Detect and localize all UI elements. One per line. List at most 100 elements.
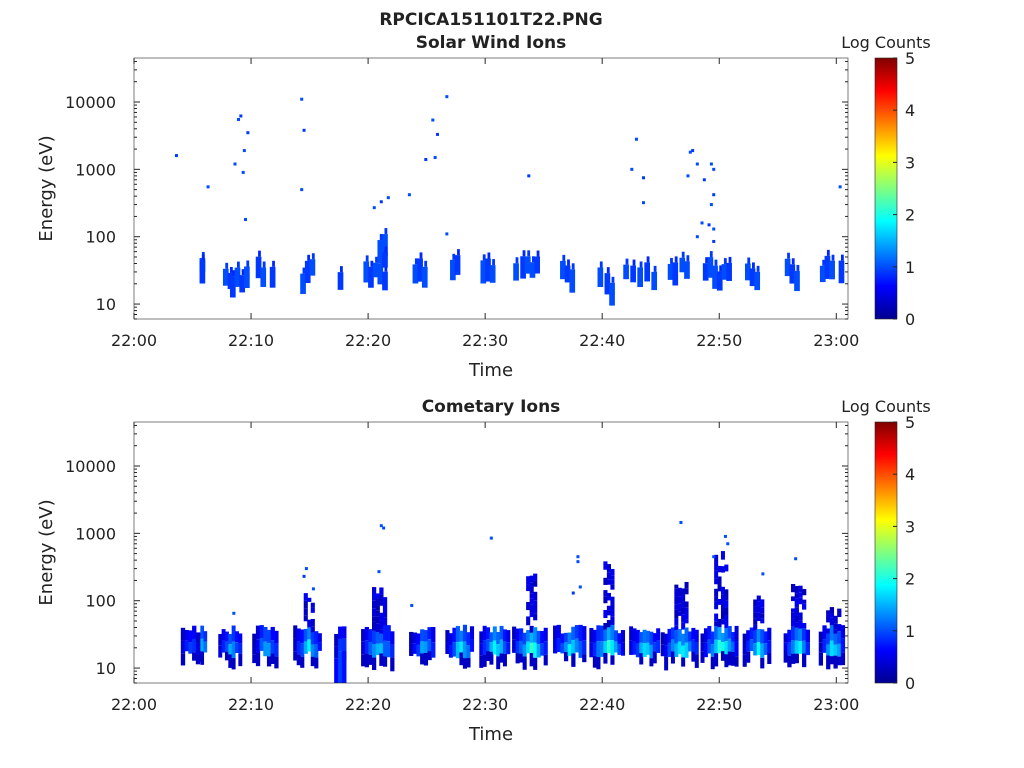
figure-suptitle: RPCICA151101T22.PNG: [379, 10, 602, 30]
data-cell: [266, 656, 272, 667]
colorbar-tick-label: 4: [905, 465, 915, 484]
data-cell: [712, 265, 718, 289]
data-cell: [646, 642, 651, 655]
data-cell: [529, 262, 536, 278]
data-cell: [664, 645, 669, 657]
data-cell: [522, 250, 526, 257]
data-cell: [377, 263, 384, 285]
data-cell: [790, 640, 796, 654]
data-cell: [700, 651, 705, 663]
data-cell: [649, 631, 654, 645]
data-cell: [724, 595, 729, 601]
data-cell: [309, 259, 316, 276]
data-cell: [610, 640, 615, 656]
data-cell: [412, 632, 418, 644]
data-cell: [635, 643, 640, 658]
data-cell: [338, 626, 343, 639]
data-cell: [684, 612, 689, 620]
data-cell: [529, 604, 534, 613]
x-tick-label: 22:40: [579, 695, 625, 714]
data-cell: [225, 262, 229, 269]
data-cell: [606, 605, 611, 611]
data-cell: [639, 261, 643, 268]
data-cell: [724, 641, 729, 655]
data-cell: [412, 643, 418, 654]
data-cell: [756, 265, 760, 272]
data-cell: [188, 630, 193, 643]
data-cell: [767, 627, 772, 641]
data-cell: [192, 625, 197, 639]
data-cell: [700, 633, 705, 643]
data-cell: [652, 633, 657, 643]
data-cell: [526, 602, 531, 611]
data-cell: [629, 640, 634, 655]
data-cell: [826, 633, 831, 645]
data-point: [838, 185, 842, 189]
data-cell: [707, 626, 712, 640]
data-cell: [747, 257, 751, 264]
data-cell: [833, 655, 838, 669]
data-cell: [423, 630, 429, 642]
data-cell: [589, 642, 594, 658]
data-cell: [361, 654, 366, 667]
data-cell: [307, 619, 312, 628]
data-cell: [496, 644, 501, 657]
data-cell: [617, 644, 622, 655]
data-point: [410, 603, 414, 607]
data-cell: [783, 633, 788, 643]
data-cell: [756, 605, 761, 613]
data-cell: [840, 254, 844, 261]
data-cell: [201, 254, 205, 261]
data-cell: [303, 608, 308, 616]
data-marks: [180, 520, 846, 683]
data-cell: [606, 620, 611, 628]
data-cell: [674, 643, 679, 658]
data-cell: [794, 270, 800, 292]
data-cell: [310, 644, 315, 657]
data-cell: [791, 258, 795, 265]
data-cell: [798, 585, 803, 593]
data-cell: [714, 653, 719, 667]
data-point: [700, 221, 704, 225]
data-cell: [724, 607, 729, 616]
data-cell: [314, 644, 319, 658]
data-cell: [749, 627, 754, 640]
data-cell: [543, 641, 548, 655]
data-cell: [787, 642, 792, 656]
data-point: [379, 200, 383, 204]
data-cell: [818, 642, 824, 653]
data-cell: [372, 630, 377, 645]
data-cell: [691, 651, 696, 662]
data-point: [435, 132, 439, 136]
data-cell: [462, 641, 468, 659]
data-cell: [798, 592, 803, 598]
data-cell: [334, 633, 339, 647]
data-cell: [266, 643, 272, 657]
data-cell: [375, 643, 380, 656]
data-cell: [459, 630, 464, 642]
data-cell: [609, 282, 615, 306]
data-cell: [742, 654, 747, 667]
data-cell: [700, 642, 705, 652]
data-cell: [412, 264, 419, 284]
data-point: [445, 232, 449, 236]
data-cell: [603, 622, 608, 630]
data-cell: [513, 263, 519, 281]
data-point: [630, 167, 634, 171]
data-cell: [714, 596, 719, 602]
data-cell: [611, 276, 615, 283]
data-cell: [269, 266, 276, 288]
data-cell: [840, 652, 846, 666]
data-cell: [386, 625, 391, 642]
data-cell: [334, 646, 339, 659]
data-cell: [798, 628, 803, 642]
data-cell: [829, 625, 835, 641]
data-cell: [672, 262, 679, 286]
data-cell: [469, 639, 475, 652]
data-cell: [613, 641, 619, 653]
data-cell: [760, 607, 765, 614]
data-cell: [794, 585, 799, 594]
data-cell: [272, 260, 275, 267]
colorbar-tick-label: 0: [905, 674, 915, 693]
data-cell: [533, 657, 538, 670]
